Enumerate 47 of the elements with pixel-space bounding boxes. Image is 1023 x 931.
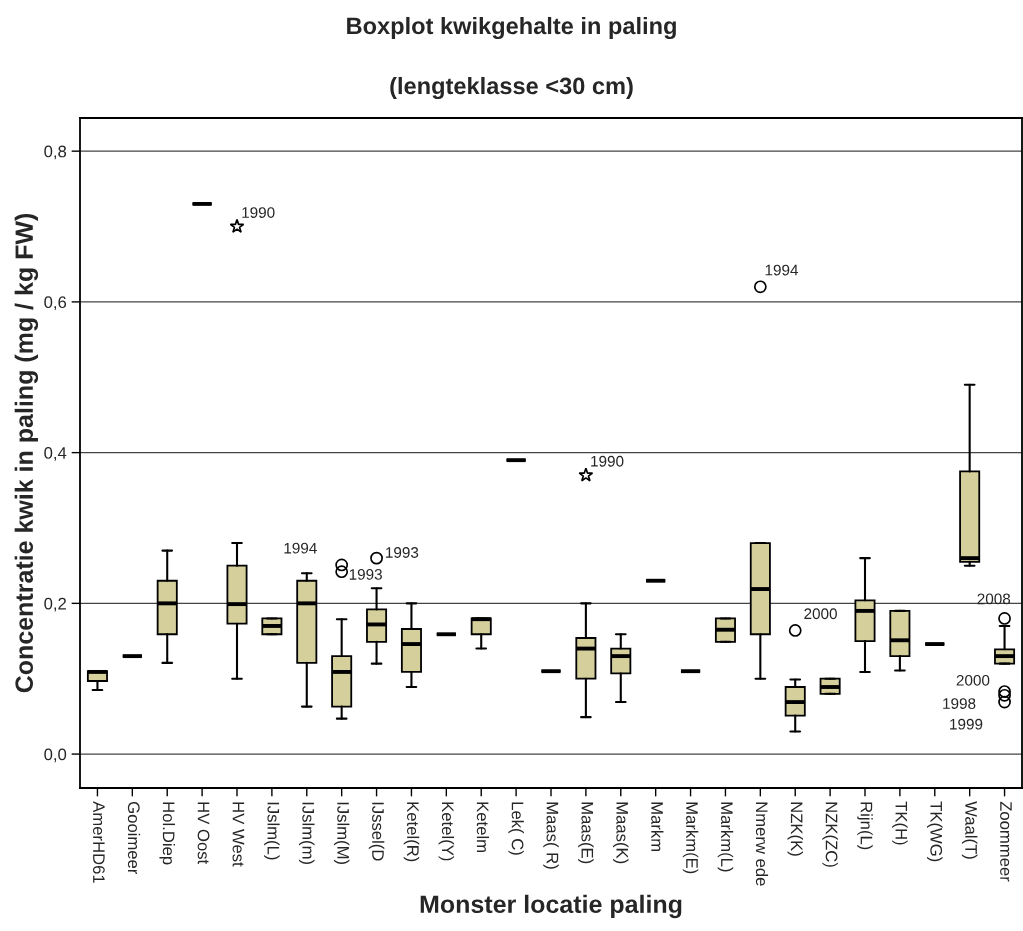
x-tick-label: IJslm(M) (333, 802, 350, 865)
x-tick-label: HV West (232, 802, 245, 867)
x-tick-label: Markm(E) (682, 802, 699, 874)
annotation: 2008 (977, 593, 1011, 605)
annotation: 1999 (950, 718, 983, 730)
annotation: 1993 (349, 568, 382, 580)
x-axis-title: Monster locatie paling (420, 894, 682, 919)
x-tick-label: HV Oost (197, 802, 210, 865)
x-tick-label: TK(WG) (927, 801, 943, 862)
x-tick-label: Waal(T) (961, 801, 978, 859)
x-tick-label: Markm(L) (717, 802, 734, 872)
x-tick-label: IJssel(D (368, 802, 385, 861)
annotation: 1994 (765, 264, 799, 276)
annotation: 1993 (386, 547, 419, 558)
y-tick-label: 0,4 (44, 447, 67, 461)
x-tick-label: Nmerw ede (755, 802, 769, 886)
x-tick-label: Ketel(R) (403, 802, 420, 862)
y-tick-label: 0,8 (44, 145, 67, 160)
x-tick-label: Hol.Diep (159, 802, 175, 865)
annotation: 2000 (956, 674, 990, 686)
chart-title: Boxplot kwikgehalte in paling (347, 16, 676, 40)
y-tick-label: 0,6 (44, 296, 67, 311)
annotation: 1994 (284, 542, 317, 554)
x-tick-label: Markm (651, 802, 664, 852)
x-tick-label: Maas(K) (613, 802, 629, 864)
annotation: 2000 (804, 608, 837, 620)
y-axis-title: Concentratie kwik in paling (mg / kg FW) (14, 213, 39, 693)
chart-subtitle: (lengteklasse <30 cm) (390, 76, 633, 100)
x-tick-label: Lek( C) (508, 802, 524, 855)
annotation: 1998 (943, 698, 976, 709)
x-tick-label: TK(H) (892, 801, 908, 845)
x-tick-label: Maas(E) (578, 802, 594, 864)
x-tick-label: Ketelm (476, 802, 489, 852)
x-tick-label: NZK(ZC) (822, 802, 838, 867)
annotation: 1990 (591, 455, 624, 467)
x-tick-label: Rijn(L) (857, 802, 873, 850)
x-tick-label: Maas( R) (543, 802, 559, 869)
x-tick-label: IJslm(m) (299, 802, 315, 865)
x-tick-label: Zoommeer (1000, 801, 1012, 882)
y-tick-label: 0,2 (44, 597, 66, 612)
x-tick-label: NZK(K) (787, 802, 803, 856)
annotation: 1990 (242, 207, 275, 218)
x-tick-label: Ketel(Y) (438, 802, 455, 861)
x-tick-label: Gooimeer (127, 802, 141, 875)
x-tick-label: IJslm(L) (264, 802, 280, 860)
y-tick-label: 0,0 (44, 748, 67, 763)
x-tick-label: AmerHD61 (92, 801, 105, 883)
